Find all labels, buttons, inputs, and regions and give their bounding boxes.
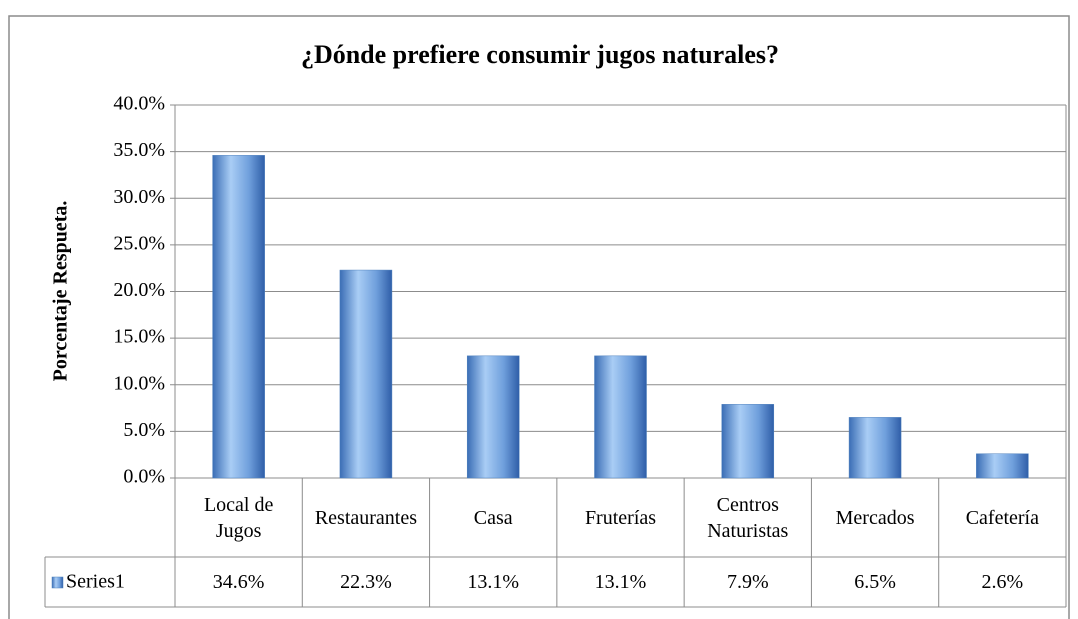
bar [212, 155, 265, 479]
y-tick-label: 40.0% [113, 93, 165, 115]
bar [339, 269, 393, 479]
y-tick-label: 15.0% [113, 326, 165, 348]
y-tick-label: 30.0% [113, 186, 165, 208]
legend-swatch [51, 576, 64, 589]
y-tick-label: 5.0% [123, 419, 165, 441]
data-table-value: 6.5% [854, 571, 896, 593]
y-tick-label: 35.0% [113, 139, 165, 161]
y-tick-label: 25.0% [113, 232, 165, 254]
bar [848, 417, 902, 479]
data-table-value: 13.1% [594, 571, 647, 593]
category-label: Fruterías [584, 506, 657, 529]
bar [976, 453, 1029, 479]
data-table-value: 34.6% [212, 571, 265, 593]
category-label: Centros Naturistas [707, 493, 789, 542]
data-table-value: 2.6% [981, 571, 1024, 593]
y-tick-label: 0.0% [123, 466, 165, 488]
y-axis-title: Porcentaje Respueta. [50, 201, 72, 382]
data-table-value: 22.3% [340, 571, 392, 593]
y-tick-label: 20.0% [113, 279, 165, 301]
legend-label: Series1 [66, 571, 125, 593]
bar [466, 355, 520, 479]
bar [721, 404, 775, 479]
category-label: Restaurantes [314, 506, 418, 529]
category-label: Local de Jugos [203, 493, 274, 542]
data-table-value: 7.9% [726, 571, 769, 593]
category-label: Casa [473, 506, 513, 529]
y-tick-label: 10.0% [113, 372, 165, 394]
category-label: Cafetería [965, 506, 1039, 529]
category-label: Mercados [835, 506, 915, 529]
data-table-value: 13.1% [467, 571, 520, 593]
bar [594, 355, 647, 479]
chart-border [8, 15, 1070, 619]
chart-title: ¿Dónde prefiere consumir jugos naturales… [301, 40, 779, 69]
